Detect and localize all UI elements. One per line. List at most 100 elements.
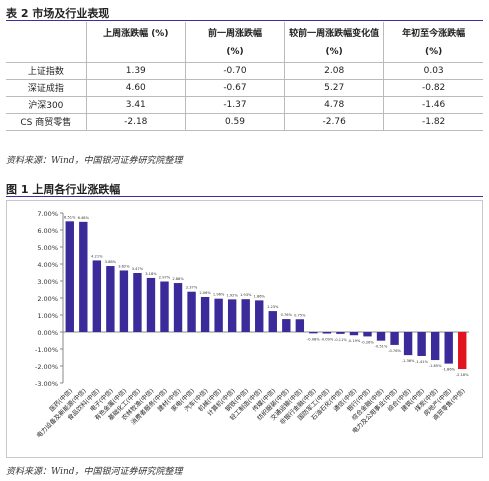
data-label: -2.18% [456,373,469,377]
table-cell: -0.70 [184,62,285,80]
table-row: CS 商贸零售 -2.18 0.59 -2.76 -1.82 [6,113,483,131]
table-header-cell: (%) [284,42,384,63]
chart-source-note: 资料来源：Wind，中国银河证券研究院整理 [6,467,183,477]
table-header-cell: 较前一周涨跌幅变化值 [284,22,384,42]
chart-bar [349,332,359,336]
industry-bar-chart: -3.00% -2.00% -1.00% 0.00% 1.00% 2.00% 3.00% 4.… [6,200,483,458]
y-tick-label: -3.00% [35,380,58,388]
chart-bar [309,332,318,334]
data-label: 6.48% [78,216,90,220]
data-label: 1.23% [267,305,279,309]
data-label: -0.76% [388,349,401,353]
data-label: 4.21% [91,254,103,258]
chart-bar [458,332,467,370]
table-cell: -0.82 [383,79,483,97]
y-tick-label: 7.00% [37,210,58,218]
chart-bar [187,291,196,332]
table-header-row: (%) (%) (%) [6,42,483,63]
chart-bar [390,332,399,345]
data-label: -0.26% [361,340,374,344]
chart-bar [417,332,426,356]
table-cell: -1.82 [383,113,483,131]
chart-bar [79,221,88,332]
chart-bar [403,332,413,356]
table-cell: -2.18 [85,113,186,131]
chart-bar [133,273,142,332]
industry-bar-chart-svg: -3.00% -2.00% -1.00% 0.00% 1.00% 2.00% 3.00% 4.… [35,210,469,440]
y-tick-label: 5.00% [37,244,58,252]
chart-bar [363,332,372,337]
table-cell: -0.67 [184,79,285,97]
chart-bar [430,332,440,361]
table-cell: 1.39 [85,62,186,80]
table-cell: 4.60 [85,79,186,97]
data-label: 2.37% [186,286,198,290]
table-header-cell: (%) [184,42,285,63]
table-cell: -1.46 [383,96,483,114]
data-label: -1.41% [415,360,428,364]
y-tick-label: -2.00% [35,363,58,371]
table-cell: 沪深300 [6,96,87,114]
table-title-rule [6,20,483,21]
table-cell: 5.27 [284,79,384,97]
chart-bar [106,266,115,332]
y-tick-label: 2.00% [37,295,58,303]
chart-bar [65,221,74,332]
data-label: 1.93% [240,293,252,297]
table-row: 沪深300 3.41 -1.37 4.78 -1.46 [6,96,483,114]
chart-title: 图 1 上周各行业涨跌幅 [6,183,121,196]
table-row: 上证指数 1.39 -0.70 2.08 0.03 [6,62,483,80]
chart-bar [200,296,210,332]
data-label: 1.96% [213,293,225,297]
data-label: -1.36% [402,359,415,363]
table-header-cell: (%) [383,42,483,63]
chart-bar [295,319,305,332]
chart-bar [92,260,102,332]
y-tick-label: 6.00% [37,227,58,235]
y-tick-label: 1.00% [37,312,58,320]
data-label: -0.19% [348,339,361,343]
data-label: 3.47% [132,267,144,271]
market-performance-table: 上周涨跌幅 (%) 前一周涨跌幅 较前一周涨跌幅变化值 年初至今涨跌幅 (%) … [6,22,483,131]
data-label: 2.97% [159,276,171,280]
table-row: 深证成指 4.60 -0.67 5.27 -0.82 [6,79,483,97]
chart-bar [255,300,264,332]
table-cell: 上证指数 [6,62,87,80]
chart-bar [444,332,453,364]
table-header-cell [85,42,186,63]
table-cell: -2.76 [284,113,384,131]
data-label: -1.86% [442,368,455,372]
table-cell: CS 商贸零售 [6,113,87,131]
table-header-cell: 前一周涨跌幅 [184,22,285,42]
chart-bar [214,298,223,332]
chart-bar [241,299,250,332]
chart-bar [173,283,183,332]
data-label: 0.76% [281,313,293,317]
table-cell: 0.03 [383,62,483,80]
table-header-cell [6,42,87,63]
table-cell: 2.08 [284,62,384,80]
y-tick-label: 3.00% [37,278,58,286]
chart-bar [282,319,291,332]
y-tick-label: 0.00% [37,329,58,337]
chart-bar [160,281,169,332]
table-title: 表 2 市场及行业表现 [6,7,110,20]
table-header-cell: 年初至今涨跌幅 [383,22,483,42]
data-label: 0.75% [294,313,306,317]
chart-bar [268,311,277,332]
table-cell: 深证成指 [6,79,87,97]
table-header-cell [6,22,86,42]
chart-bar [146,277,156,332]
table-cell: 0.59 [184,113,285,131]
data-label: -1.65% [429,364,442,368]
chart-bar [322,332,332,334]
chart-bar [376,332,386,341]
data-label: -0.11% [334,338,347,342]
chart-bar [119,270,129,332]
data-label: 3.88% [105,260,117,264]
data-label: 6.51% [64,215,76,219]
table-header-cell: 上周涨跌幅 (%) [85,22,186,42]
data-label: -0.51% [375,345,388,349]
chart-title-rule [6,196,483,197]
chart-bar [227,299,237,332]
